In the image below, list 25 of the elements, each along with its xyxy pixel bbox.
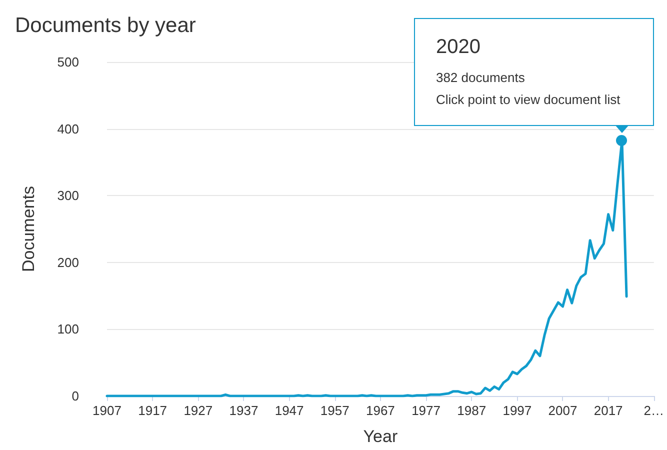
y-tick-label: 300 <box>57 188 79 204</box>
chart-title: Documents by year <box>15 14 196 37</box>
x-tick-label: 1917 <box>138 403 168 418</box>
text: 2020 <box>436 36 482 59</box>
x-tick-label: 1957 <box>320 403 350 418</box>
y-tick-label: 200 <box>57 254 79 270</box>
annotation: Click point to view document list <box>436 90 620 109</box>
x-tick-label: 1997 <box>502 403 532 418</box>
y-tick-label: 500 <box>57 54 79 70</box>
y-tick-label: 400 <box>57 121 79 136</box>
x-tick-label: 1927 <box>184 403 213 418</box>
x-tick-label: 2… <box>644 403 664 418</box>
x-tick-label: 1987 <box>457 403 486 418</box>
x-tick-label: 1967 <box>366 403 395 418</box>
y-axis-title: Documents <box>19 186 38 272</box>
x-tick-label: 2007 <box>548 403 578 418</box>
y-tick-label: 0 <box>72 388 79 404</box>
y-tick-label: 100 <box>57 322 79 337</box>
annotation: 382 documents <box>436 68 526 87</box>
x-tick-label: 1937 <box>229 403 258 418</box>
x-tick-label: 1907 <box>92 403 122 418</box>
x-tick-label: 1947 <box>274 403 304 418</box>
x-tick-label: 2017 <box>594 403 623 418</box>
x-tick-label: 1977 <box>412 403 440 418</box>
x-axis-title: Year <box>363 427 398 446</box>
